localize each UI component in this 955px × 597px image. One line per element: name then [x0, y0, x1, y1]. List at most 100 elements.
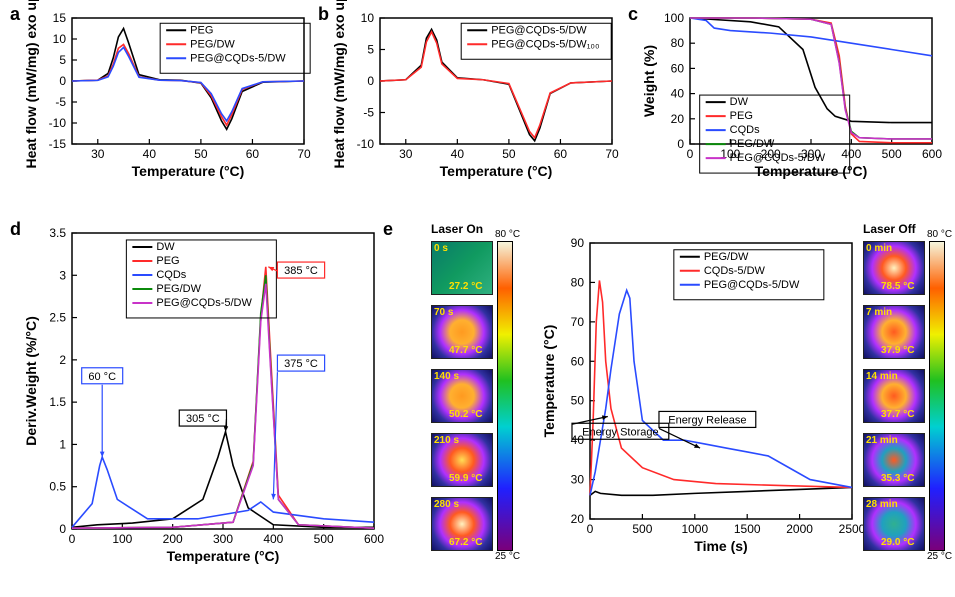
- series-PEG/DW: [590, 487, 852, 495]
- svg-text:0: 0: [69, 532, 76, 546]
- svg-text:500: 500: [882, 147, 902, 161]
- thermal-time: 0 s: [434, 243, 448, 254]
- svg-text:70: 70: [297, 147, 311, 161]
- series-PEG: [72, 29, 304, 130]
- svg-text:30: 30: [91, 147, 105, 161]
- svg-text:3.5: 3.5: [49, 226, 66, 240]
- svg-text:Energy Release: Energy Release: [668, 414, 746, 426]
- chart-svg: 0100200300400500600020406080100Temperatu…: [640, 10, 940, 180]
- svg-text:40: 40: [451, 147, 465, 161]
- svg-text:60: 60: [246, 147, 260, 161]
- thermal-temp: 29.0 °C: [881, 537, 914, 548]
- svg-text:400: 400: [263, 532, 283, 546]
- panel-label-d: d: [10, 219, 21, 240]
- svg-text:PEG/DW: PEG/DW: [730, 138, 775, 150]
- svg-text:-10: -10: [49, 116, 67, 130]
- thermal-title: Laser On: [431, 222, 483, 236]
- thermal-temp: 50.2 °C: [449, 409, 482, 420]
- svg-text:DW: DW: [730, 96, 749, 108]
- series-CQDs: [690, 18, 932, 56]
- svg-text:CQDs: CQDs: [156, 269, 186, 281]
- panel-label-b: b: [318, 4, 329, 25]
- thermal-time: 28 min: [866, 499, 898, 510]
- chart-svg: 050010001500200025002030405060708090Time…: [540, 235, 860, 555]
- series-CQDs-5/DW: [590, 280, 852, 495]
- chart-svg: 3040506070-10-50510Temperature (°C)Heat …: [330, 10, 620, 180]
- svg-text:PEG/DW: PEG/DW: [156, 283, 201, 295]
- svg-text:60: 60: [671, 61, 685, 75]
- svg-text:1: 1: [59, 437, 66, 451]
- svg-text:300: 300: [213, 532, 233, 546]
- svg-text:20: 20: [671, 112, 685, 126]
- svg-text:305 °C: 305 °C: [186, 413, 220, 425]
- svg-text:Temperature (°C): Temperature (°C): [167, 548, 280, 564]
- series-DW: [72, 432, 374, 528]
- svg-text:-15: -15: [49, 137, 67, 151]
- svg-text:Heat flow (mW/mg) exo up: Heat flow (mW/mg) exo up: [23, 0, 39, 169]
- svg-text:Temperature (°C): Temperature (°C): [755, 163, 868, 179]
- svg-text:PEG: PEG: [190, 24, 213, 36]
- svg-text:385 °C: 385 °C: [284, 265, 318, 277]
- thermal-time: 21 min: [866, 435, 898, 446]
- svg-text:PEG@CQDs-5/DW₁₀₀: PEG@CQDs-5/DW₁₀₀: [491, 38, 599, 50]
- svg-text:200: 200: [163, 532, 183, 546]
- colorbar: [929, 241, 945, 551]
- series-CQDs: [72, 457, 374, 527]
- svg-text:80: 80: [671, 36, 685, 50]
- svg-text:PEG@CQDs-5/DW: PEG@CQDs-5/DW: [156, 297, 252, 309]
- svg-text:2000: 2000: [786, 522, 813, 536]
- thermal-temp: 59.9 °C: [449, 473, 482, 484]
- svg-text:0: 0: [59, 74, 66, 88]
- thermal-temp: 37.7 °C: [881, 409, 914, 420]
- svg-text:100: 100: [664, 11, 684, 25]
- svg-text:PEG@CQDs-5/DW: PEG@CQDs-5/DW: [704, 279, 800, 291]
- svg-text:Weight (%): Weight (%): [641, 45, 657, 117]
- svg-text:15: 15: [53, 11, 67, 25]
- svg-text:PEG@CQDs-5/DW: PEG@CQDs-5/DW: [491, 24, 587, 36]
- thermal-time: 70 s: [434, 307, 453, 318]
- svg-text:90: 90: [571, 236, 585, 250]
- svg-text:CQDs-5/DW: CQDs-5/DW: [704, 265, 766, 277]
- svg-text:0: 0: [367, 74, 374, 88]
- svg-text:5: 5: [59, 53, 66, 67]
- svg-text:2: 2: [59, 353, 66, 367]
- thermal-temp: 78.5 °C: [881, 281, 914, 292]
- svg-text:70: 70: [571, 315, 585, 329]
- svg-text:Temperature (°C): Temperature (°C): [440, 163, 553, 179]
- panel-label-e: e: [383, 219, 393, 240]
- svg-text:20: 20: [571, 512, 585, 526]
- svg-text:Time (s): Time (s): [694, 538, 747, 554]
- svg-text:Temperature (°C): Temperature (°C): [132, 163, 245, 179]
- series-DW: [690, 18, 932, 123]
- thermal-temp: 37.9 °C: [881, 345, 914, 356]
- chart-svg: 3040506070-15-10-5051015Temperature (°C)…: [22, 10, 312, 180]
- svg-text:70: 70: [605, 147, 619, 161]
- thermal-title: Laser Off: [863, 222, 916, 236]
- svg-text:0: 0: [59, 522, 66, 536]
- svg-text:0: 0: [587, 522, 594, 536]
- svg-text:600: 600: [364, 532, 384, 546]
- svg-text:-10: -10: [357, 137, 375, 151]
- series-PEG@CQDs-5/DW: [590, 290, 852, 495]
- figure-root: a3040506070-15-10-5051015Temperature (°C…: [0, 0, 955, 597]
- thermal-temp: 67.2 °C: [449, 537, 482, 548]
- thermal-time: 140 s: [434, 371, 459, 382]
- svg-text:5: 5: [367, 43, 374, 57]
- svg-text:PEG: PEG: [156, 255, 179, 267]
- svg-text:50: 50: [502, 147, 516, 161]
- svg-text:10: 10: [53, 32, 67, 46]
- svg-text:-5: -5: [55, 95, 66, 109]
- panel-label-a: a: [10, 4, 20, 25]
- series-PEG/DW: [72, 275, 374, 528]
- svg-text:30: 30: [399, 147, 413, 161]
- svg-text:1000: 1000: [681, 522, 708, 536]
- svg-text:2.5: 2.5: [49, 311, 66, 325]
- thermal-temp: 35.3 °C: [881, 473, 914, 484]
- panel-label-c: c: [628, 4, 638, 25]
- thermal-time: 14 min: [866, 371, 898, 382]
- svg-text:50: 50: [571, 394, 585, 408]
- svg-text:40: 40: [143, 147, 157, 161]
- svg-text:60: 60: [554, 147, 568, 161]
- svg-text:0.5: 0.5: [49, 480, 66, 494]
- thermal-time: 280 s: [434, 499, 459, 510]
